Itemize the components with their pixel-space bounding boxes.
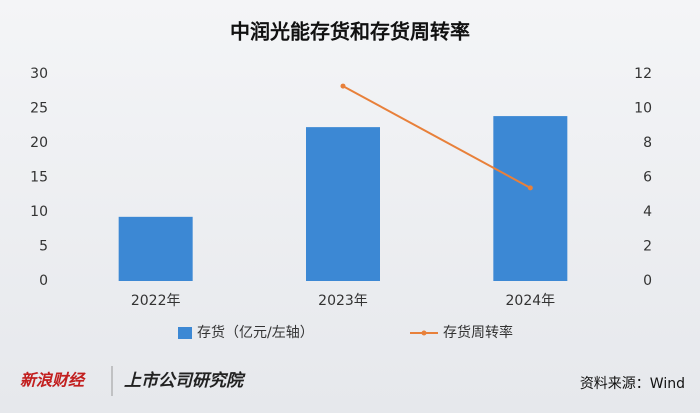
y2-tick-label: 12	[634, 66, 652, 82]
y2-tick-label: 4	[643, 204, 652, 220]
y-tick-label: 5	[39, 239, 48, 255]
x-tick-label: 2024年	[506, 293, 556, 309]
chart-title: 中润光能存货和存货周转率	[230, 20, 470, 44]
bar	[118, 216, 193, 281]
y2-tick-label: 10	[634, 101, 652, 117]
y2-tick-label: 0	[643, 273, 652, 289]
line-marker	[527, 185, 533, 191]
footer-logo: 上市公司研究院	[124, 371, 246, 391]
line	[342, 85, 531, 189]
y2-tick-label: 8	[643, 135, 652, 151]
y-tick-label: 25	[30, 101, 48, 117]
y2-tick-label: 2	[643, 239, 652, 255]
y-tick-label: 0	[39, 273, 48, 289]
x-tick-label: 2023年	[318, 293, 368, 309]
y-tick-label: 10	[30, 204, 48, 220]
line-marker	[340, 83, 346, 89]
y2-tick-label: 6	[643, 170, 652, 186]
footer-logo: 新浪财经	[20, 371, 86, 390]
legend-label: 存货（亿元/左轴）	[197, 324, 314, 341]
legend-swatch	[178, 327, 192, 339]
y-tick-label: 15	[30, 170, 48, 186]
y-tick-label: 30	[30, 66, 48, 82]
y-tick-label: 20	[30, 135, 48, 151]
bar	[493, 116, 568, 281]
x-tick-label: 2022年	[131, 293, 181, 309]
legend-label: 存货周转率	[443, 324, 513, 341]
legend-swatch	[421, 330, 427, 336]
source: 资料来源：Wind	[580, 376, 685, 392]
bar	[306, 127, 380, 281]
